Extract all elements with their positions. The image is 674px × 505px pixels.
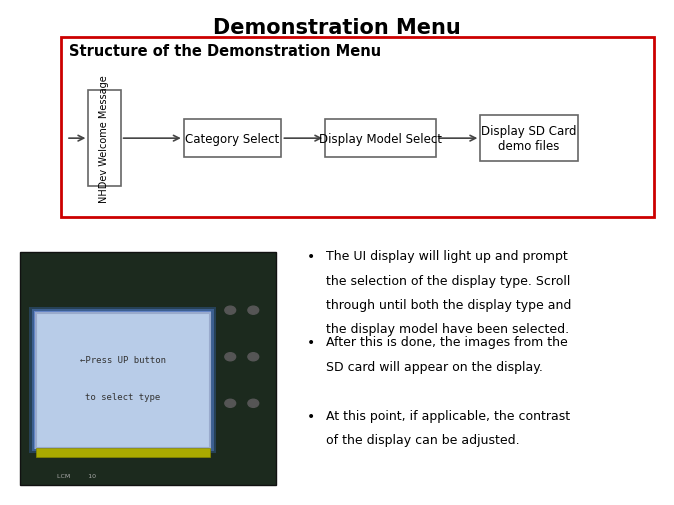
Text: Display Model Select: Display Model Select [319, 132, 442, 145]
Bar [36, 447, 210, 457]
Text: At this point, if applicable, the contrast: At this point, if applicable, the contra… [326, 409, 570, 422]
Text: Demonstration Menu: Demonstration Menu [213, 18, 461, 38]
Text: Structure of the Demonstration Menu: Structure of the Demonstration Menu [69, 44, 381, 59]
Bar [61, 38, 654, 217]
Bar [20, 252, 276, 485]
Circle shape [225, 353, 236, 361]
Circle shape [225, 307, 236, 315]
Text: SD card will appear on the display.: SD card will appear on the display. [326, 360, 543, 373]
Bar [34, 312, 211, 449]
Circle shape [248, 307, 259, 315]
Text: NHDev Welcome Message: NHDev Welcome Message [100, 75, 109, 203]
Bar [325, 120, 437, 158]
Text: After this is done, the images from the: After this is done, the images from the [326, 336, 568, 349]
Text: through until both the display type and: through until both the display type and [326, 298, 571, 312]
Text: of the display can be adjusted.: of the display can be adjusted. [326, 433, 519, 446]
Circle shape [225, 399, 236, 408]
Bar [36, 313, 210, 447]
Bar [480, 116, 578, 162]
Bar [88, 91, 121, 187]
Text: The UI display will light up and prompt: The UI display will light up and prompt [326, 250, 568, 263]
Bar [32, 310, 214, 451]
Text: the display model have been selected.: the display model have been selected. [326, 323, 569, 336]
Text: •: • [307, 336, 315, 350]
Text: the selection of the display type. Scroll: the selection of the display type. Scrol… [326, 274, 570, 287]
Circle shape [248, 353, 259, 361]
Circle shape [248, 399, 259, 408]
Text: to select type: to select type [85, 392, 160, 401]
Text: Display SD Card
demo files: Display SD Card demo files [481, 125, 577, 153]
Bar [183, 120, 282, 158]
Text: •: • [307, 250, 315, 264]
Text: LCM         10: LCM 10 [57, 473, 96, 478]
Text: Category Select: Category Select [185, 132, 280, 145]
Bar [29, 307, 216, 453]
Text: ←Press UP button: ←Press UP button [80, 356, 166, 365]
Text: •: • [307, 409, 315, 423]
